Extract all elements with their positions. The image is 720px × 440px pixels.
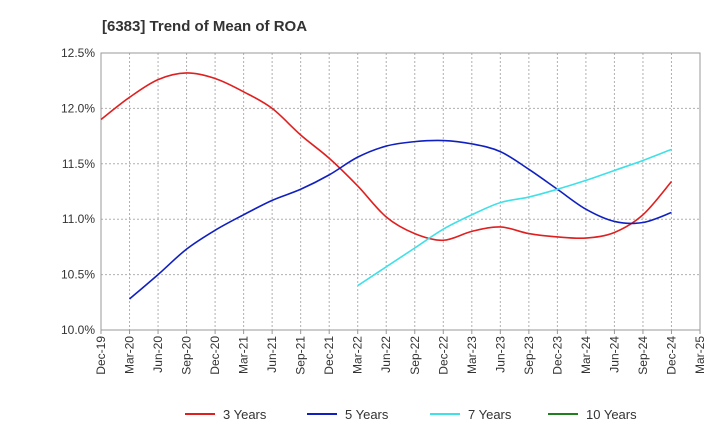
y-tick-label: 10.0% [61, 323, 95, 337]
plot-area: 10.0% 10.5% 11.0% 11.5% 12.0% 12.5% Dec-19 Mar-… [61, 46, 707, 375]
legend-label: 3 Years [223, 407, 267, 422]
series-line-7-years [357, 148, 672, 287]
x-tick-label: Jun-22 [379, 336, 393, 373]
x-tick-label: Sep-21 [294, 336, 308, 375]
x-tick-label: Dec-21 [322, 336, 336, 375]
series-line-3-years [100, 72, 673, 242]
x-tick-label: Mar-20 [123, 336, 137, 374]
x-tick-label: Sep-22 [408, 336, 422, 375]
legend-label: 7 Years [468, 407, 512, 422]
x-tick-label: Dec-23 [550, 336, 564, 375]
y-tick-label: 12.5% [61, 46, 95, 60]
x-tick-label: Mar-21 [237, 336, 251, 374]
y-tick-label: 10.5% [61, 268, 95, 282]
series-line-5-years [129, 139, 672, 300]
x-tick-label: Jun-23 [493, 336, 507, 373]
chart-title: [6383] Trend of Mean of ROA [102, 18, 307, 35]
x-tick-label: Dec-20 [208, 336, 222, 375]
x-tick-label: Sep-24 [636, 336, 650, 375]
y-tick-label: 11.5% [62, 157, 95, 171]
x-tick-label: Mar-24 [579, 336, 593, 374]
x-tick-label: Sep-20 [180, 336, 194, 375]
plot-border [100, 52, 701, 331]
x-tick-label: Mar-25 [693, 336, 707, 374]
x-tick-label: Jun-20 [151, 336, 165, 373]
y-tick-label: 11.0% [62, 212, 95, 226]
legend-label: 5 Years [345, 407, 389, 422]
x-tick-label: Mar-22 [351, 336, 365, 374]
x-tick-label: Jun-21 [265, 336, 279, 373]
x-tick-label: Sep-23 [522, 336, 536, 375]
legend: 3 Years 5 Years 7 Years 10 Years [185, 407, 637, 422]
x-tick-label: Dec-22 [436, 336, 450, 375]
x-tick-label: Dec-24 [664, 336, 678, 375]
y-tick-label: 12.0% [61, 101, 95, 115]
x-tick-label: Mar-23 [465, 336, 479, 374]
legend-label: 10 Years [586, 407, 637, 422]
x-tick-label: Dec-19 [94, 336, 108, 375]
x-tick-label: Jun-24 [607, 336, 621, 373]
